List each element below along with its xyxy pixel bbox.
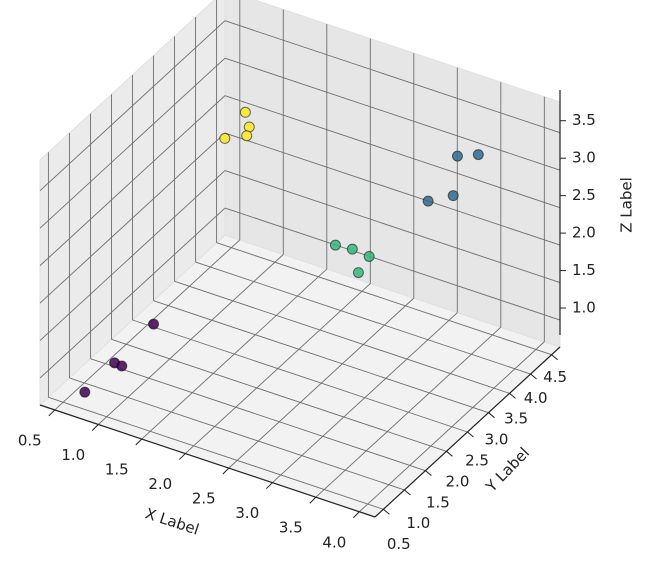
point [422, 195, 434, 207]
y-tick [467, 431, 474, 438]
y-tick-label: 3.5 [504, 410, 528, 428]
point [239, 106, 251, 118]
y-tick [530, 373, 537, 380]
point [241, 130, 253, 142]
grid-line [224, 207, 561, 321]
grid-line [195, 261, 531, 375]
x-tick [91, 424, 99, 431]
y-tick [509, 392, 516, 399]
grid [39, 0, 561, 513]
point [472, 149, 484, 161]
y-axis-label: Y Label [482, 444, 533, 496]
x-tick-label: 1.0 [61, 446, 85, 464]
x-tick [135, 438, 143, 446]
grid-line [224, 132, 561, 246]
y-tick-label: 4.5 [543, 368, 567, 386]
y-tick [488, 412, 495, 419]
z-tick-label: 2.0 [572, 224, 596, 242]
x-tick-label: 0.5 [18, 431, 42, 449]
x-tick-label: 4.0 [322, 533, 346, 551]
y-tick-label: 2.5 [465, 452, 489, 470]
point [79, 386, 91, 398]
grid-line [153, 300, 489, 414]
point [219, 132, 231, 144]
point [346, 243, 358, 255]
grid-line [224, 20, 561, 134]
x-tick-label: 2.5 [192, 490, 216, 508]
point [116, 360, 128, 372]
grid-line [39, 132, 226, 304]
x-tick-label: 2.0 [148, 475, 172, 493]
y-tick [446, 450, 453, 457]
grid-line [39, 95, 226, 266]
grid-line [39, 20, 226, 192]
y-tick-label: 1.0 [406, 514, 430, 532]
x-tick-label: 3.0 [235, 504, 259, 522]
x-tick [178, 453, 186, 460]
x-tick-label: 1.5 [105, 461, 129, 479]
y-tick [383, 508, 390, 515]
y-tick-label: 0.5 [387, 535, 411, 553]
y-tick-label: 2.0 [446, 472, 470, 490]
x-tick [48, 409, 56, 417]
axes [39, 90, 566, 519]
grid-line [111, 338, 447, 452]
x-tick-label: 3.5 [279, 519, 303, 537]
grid-line [174, 280, 510, 394]
z-tick-label: 1.5 [572, 261, 596, 279]
y-tick-label: 4.0 [524, 389, 548, 407]
point [329, 239, 341, 251]
point [363, 250, 375, 262]
y-tick [551, 354, 558, 361]
point [148, 318, 160, 330]
z-tick-label: 3.0 [572, 149, 596, 167]
y-tick [404, 489, 411, 496]
grid-line [132, 319, 468, 433]
y-tick [425, 470, 432, 477]
grid-line [69, 377, 405, 491]
grid-line [224, 95, 561, 209]
grid-line [224, 170, 561, 283]
point [451, 150, 463, 162]
x-tick [222, 467, 230, 475]
grid-line [39, 207, 226, 379]
grid-line [90, 358, 426, 472]
y-tick-label: 3.0 [485, 431, 509, 449]
grid-line [216, 242, 552, 356]
grid-line [224, 57, 561, 171]
x-tick [352, 511, 360, 519]
y-tick-label: 1.5 [426, 493, 450, 511]
z-axis-label: Z Label [618, 177, 636, 233]
x-tick [265, 482, 273, 490]
z-tick-label: 1.0 [572, 299, 596, 317]
z-tick-label: 3.5 [572, 111, 596, 129]
grid-line [39, 170, 226, 341]
grid-line [48, 396, 384, 510]
x-tick [309, 496, 317, 504]
grid-line [39, 57, 226, 229]
point [352, 267, 364, 279]
panes [39, 0, 561, 518]
x-axis-label: X Label [143, 504, 201, 538]
y-axis-line [374, 346, 561, 518]
x-axis-line [39, 404, 376, 518]
points [79, 106, 484, 398]
point [447, 190, 459, 202]
z-tick-label: 2.5 [572, 186, 596, 204]
